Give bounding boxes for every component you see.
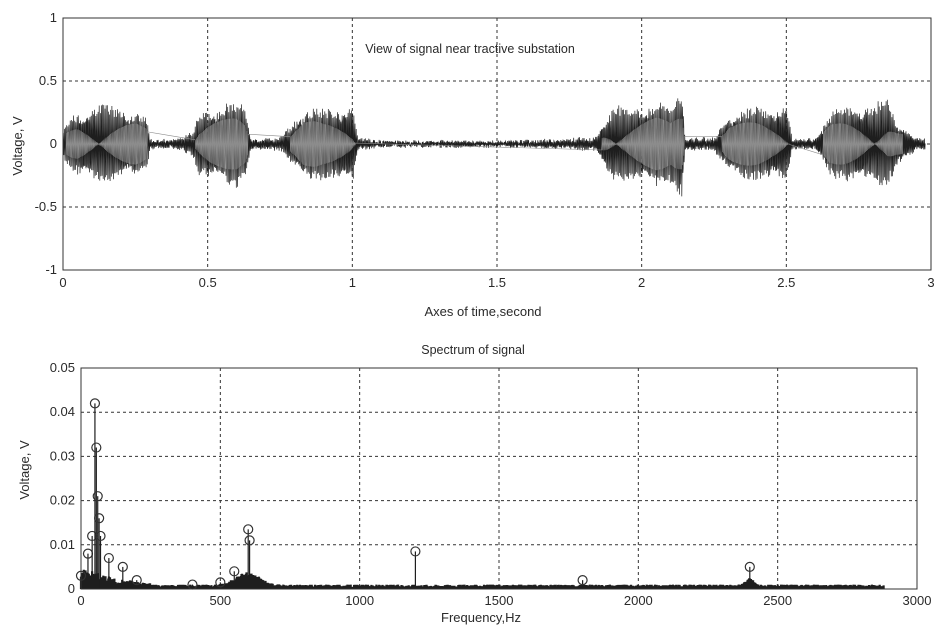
spectrum-plot-title: Spectrum of signal <box>421 343 525 357</box>
spectrum-marks <box>75 398 885 590</box>
spectrum-peak-marker <box>229 566 240 577</box>
spectrum-x-tick-label: 500 <box>209 593 231 608</box>
spectrum-y-tick-label: 0.02 <box>50 493 75 508</box>
spectrum-x-tick-label: 2500 <box>763 593 792 608</box>
spectrum-peak-marker <box>95 530 106 542</box>
time-plot: 0 0.5 1 1.5 2 2.5 3 1 0.5 0 -0.5 -1 View of signal… <box>10 10 935 319</box>
spectrum-y-axis-label: Voltage, V <box>17 440 32 500</box>
time-y-tick-label: 0.5 <box>39 73 57 88</box>
spectrum-peak-marker <box>94 513 105 524</box>
spectrum-peak-marker <box>89 398 101 409</box>
time-y-tick-label: 0 <box>50 136 57 151</box>
time-x-tick-label: 3 <box>927 275 934 290</box>
spectrum-plot: 0 500 1000 1500 2000 2500 3000 0.050.040.030.0… <box>17 343 931 625</box>
time-x-tick-label: 0.5 <box>199 275 217 290</box>
spectrum-x-ticks: 0 500 1000 1500 2000 2500 3000 <box>77 593 931 608</box>
time-x-tick-label: 1 <box>349 275 356 290</box>
time-signal-line <box>62 98 926 197</box>
time-x-tick-label: 2 <box>638 275 645 290</box>
spectrum-x-tick-label: 0 <box>77 593 84 608</box>
spectrum-y-tick-label: 0.03 <box>50 448 75 463</box>
time-x-tick-label: 2.5 <box>777 275 795 290</box>
spectrum-peak-marker <box>91 442 102 453</box>
spectrum-y-tick-label: 0.01 <box>50 537 75 552</box>
spectrum-peak-marker <box>577 575 588 586</box>
spectrum-peak-marker <box>244 535 255 546</box>
time-x-tick-label: 0 <box>59 275 66 290</box>
spectrum-x-tick-label: 2000 <box>624 593 653 608</box>
time-x-axis-label: Axes of time,second <box>424 304 541 319</box>
spectrum-peak-marker <box>243 524 254 535</box>
spectrum-x-tick-label: 1500 <box>485 593 514 608</box>
spectrum-x-axis-label: Frequency,Hz <box>441 610 521 625</box>
spectrum-peak-marker <box>103 552 114 564</box>
time-plot-frame <box>62 17 932 271</box>
spectrum-y-ticks: 0.05 0.04 0.03 0.02 0.01 0 <box>50 360 75 596</box>
spectrum-peak-marker <box>410 546 421 557</box>
time-plot-title: View of signal near tractive substation <box>365 42 575 56</box>
time-y-ticks: 1 0.5 0 -0.5 -1 <box>35 10 57 277</box>
time-x-tick-label: 1.5 <box>488 275 506 290</box>
spectrum-y-tick-label: 0.04 <box>50 404 75 419</box>
spectrum-plot-grid <box>81 368 917 589</box>
time-y-tick-label: 1 <box>50 10 57 25</box>
spectrum-peak-marker <box>131 575 142 586</box>
time-y-axis-label: Voltage, V <box>10 116 25 176</box>
spectrum-y-tick-label: 0.05 <box>50 360 75 375</box>
spectrum-plot-frame <box>80 367 918 590</box>
time-x-ticks: 0 0.5 1 1.5 2 2.5 3 <box>59 275 934 290</box>
spectrum-peak-marker <box>215 577 226 588</box>
time-y-tick-label: -0.5 <box>35 199 57 214</box>
time-y-tick-label: -1 <box>45 262 57 277</box>
spectrum-peak-marker <box>92 491 103 502</box>
spectrum-x-tick-label: 1000 <box>345 593 374 608</box>
spectrum-y-tick-label: 0 <box>68 581 75 596</box>
spectrum-x-tick-label: 3000 <box>903 593 932 608</box>
time-signal-dense-band <box>65 117 904 171</box>
spectrum-peak-marker <box>744 561 755 573</box>
spectrum-peak-marker <box>117 561 128 573</box>
